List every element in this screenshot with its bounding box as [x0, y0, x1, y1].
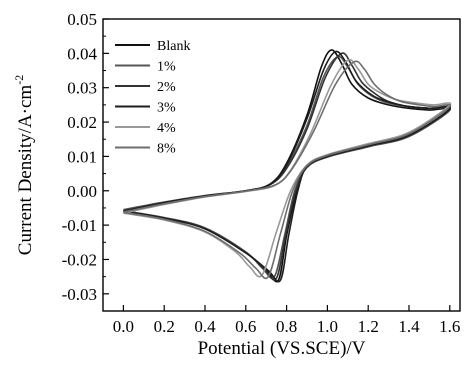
- x-tick-label: 0.4: [194, 317, 216, 336]
- legend-label-4: 4%: [157, 121, 176, 136]
- y-axis-label: Current Density/A·cm-2: [12, 75, 36, 255]
- y-axis-label-text: Current Density/A·cm: [15, 85, 36, 256]
- y-tick-label: 0.05: [67, 10, 97, 29]
- y-ticks: -0.03 -0.02 -0.01 0.00 0.01 0.02 0.03 0.04 0.05: [62, 10, 109, 304]
- y-axis-label-superscript: -2: [12, 75, 26, 85]
- y-tick-label: -0.01: [62, 216, 97, 235]
- x-tick-label: 1.2: [358, 317, 379, 336]
- legend-label-5: 8%: [157, 142, 176, 157]
- y-tick-label: 0.04: [67, 44, 97, 63]
- series-line-5: [123, 60, 452, 280]
- x-tick-label: 1.4: [398, 317, 420, 336]
- y-tick-label: 0.00: [67, 182, 97, 201]
- legend-label-3: 3%: [157, 101, 176, 116]
- x-tick-label: 0.6: [235, 317, 256, 336]
- y-tick-label: -0.03: [62, 285, 97, 304]
- x-tick-label: 0.2: [154, 317, 175, 336]
- y-tick-label: -0.02: [62, 250, 97, 269]
- legend-label-1: 1%: [157, 60, 176, 75]
- x-axis-label: Potential (VS.SCE)/V: [198, 338, 366, 359]
- legend: Blank 1% 2% 3% 4% 8%: [115, 39, 190, 157]
- x-tick-label: 0.0: [113, 317, 134, 336]
- x-tick-label: 1.0: [317, 317, 338, 336]
- x-tick-label: 0.8: [276, 317, 297, 336]
- curves-group: [123, 49, 452, 283]
- plot-frame: [102, 18, 461, 312]
- y-tick-label: 0.01: [67, 147, 97, 166]
- y-tick-label: 0.02: [67, 113, 97, 132]
- legend-label-0: Blank: [157, 39, 190, 54]
- x-tick-label: 1.6: [439, 317, 460, 336]
- legend-label-2: 2%: [157, 80, 176, 95]
- series-line-3: [123, 50, 451, 283]
- y-tick-label: 0.03: [67, 79, 97, 98]
- x-ticks: 0.0 0.2 0.4 0.6 0.8 1.0 1.2 1.4 1.6: [113, 305, 460, 336]
